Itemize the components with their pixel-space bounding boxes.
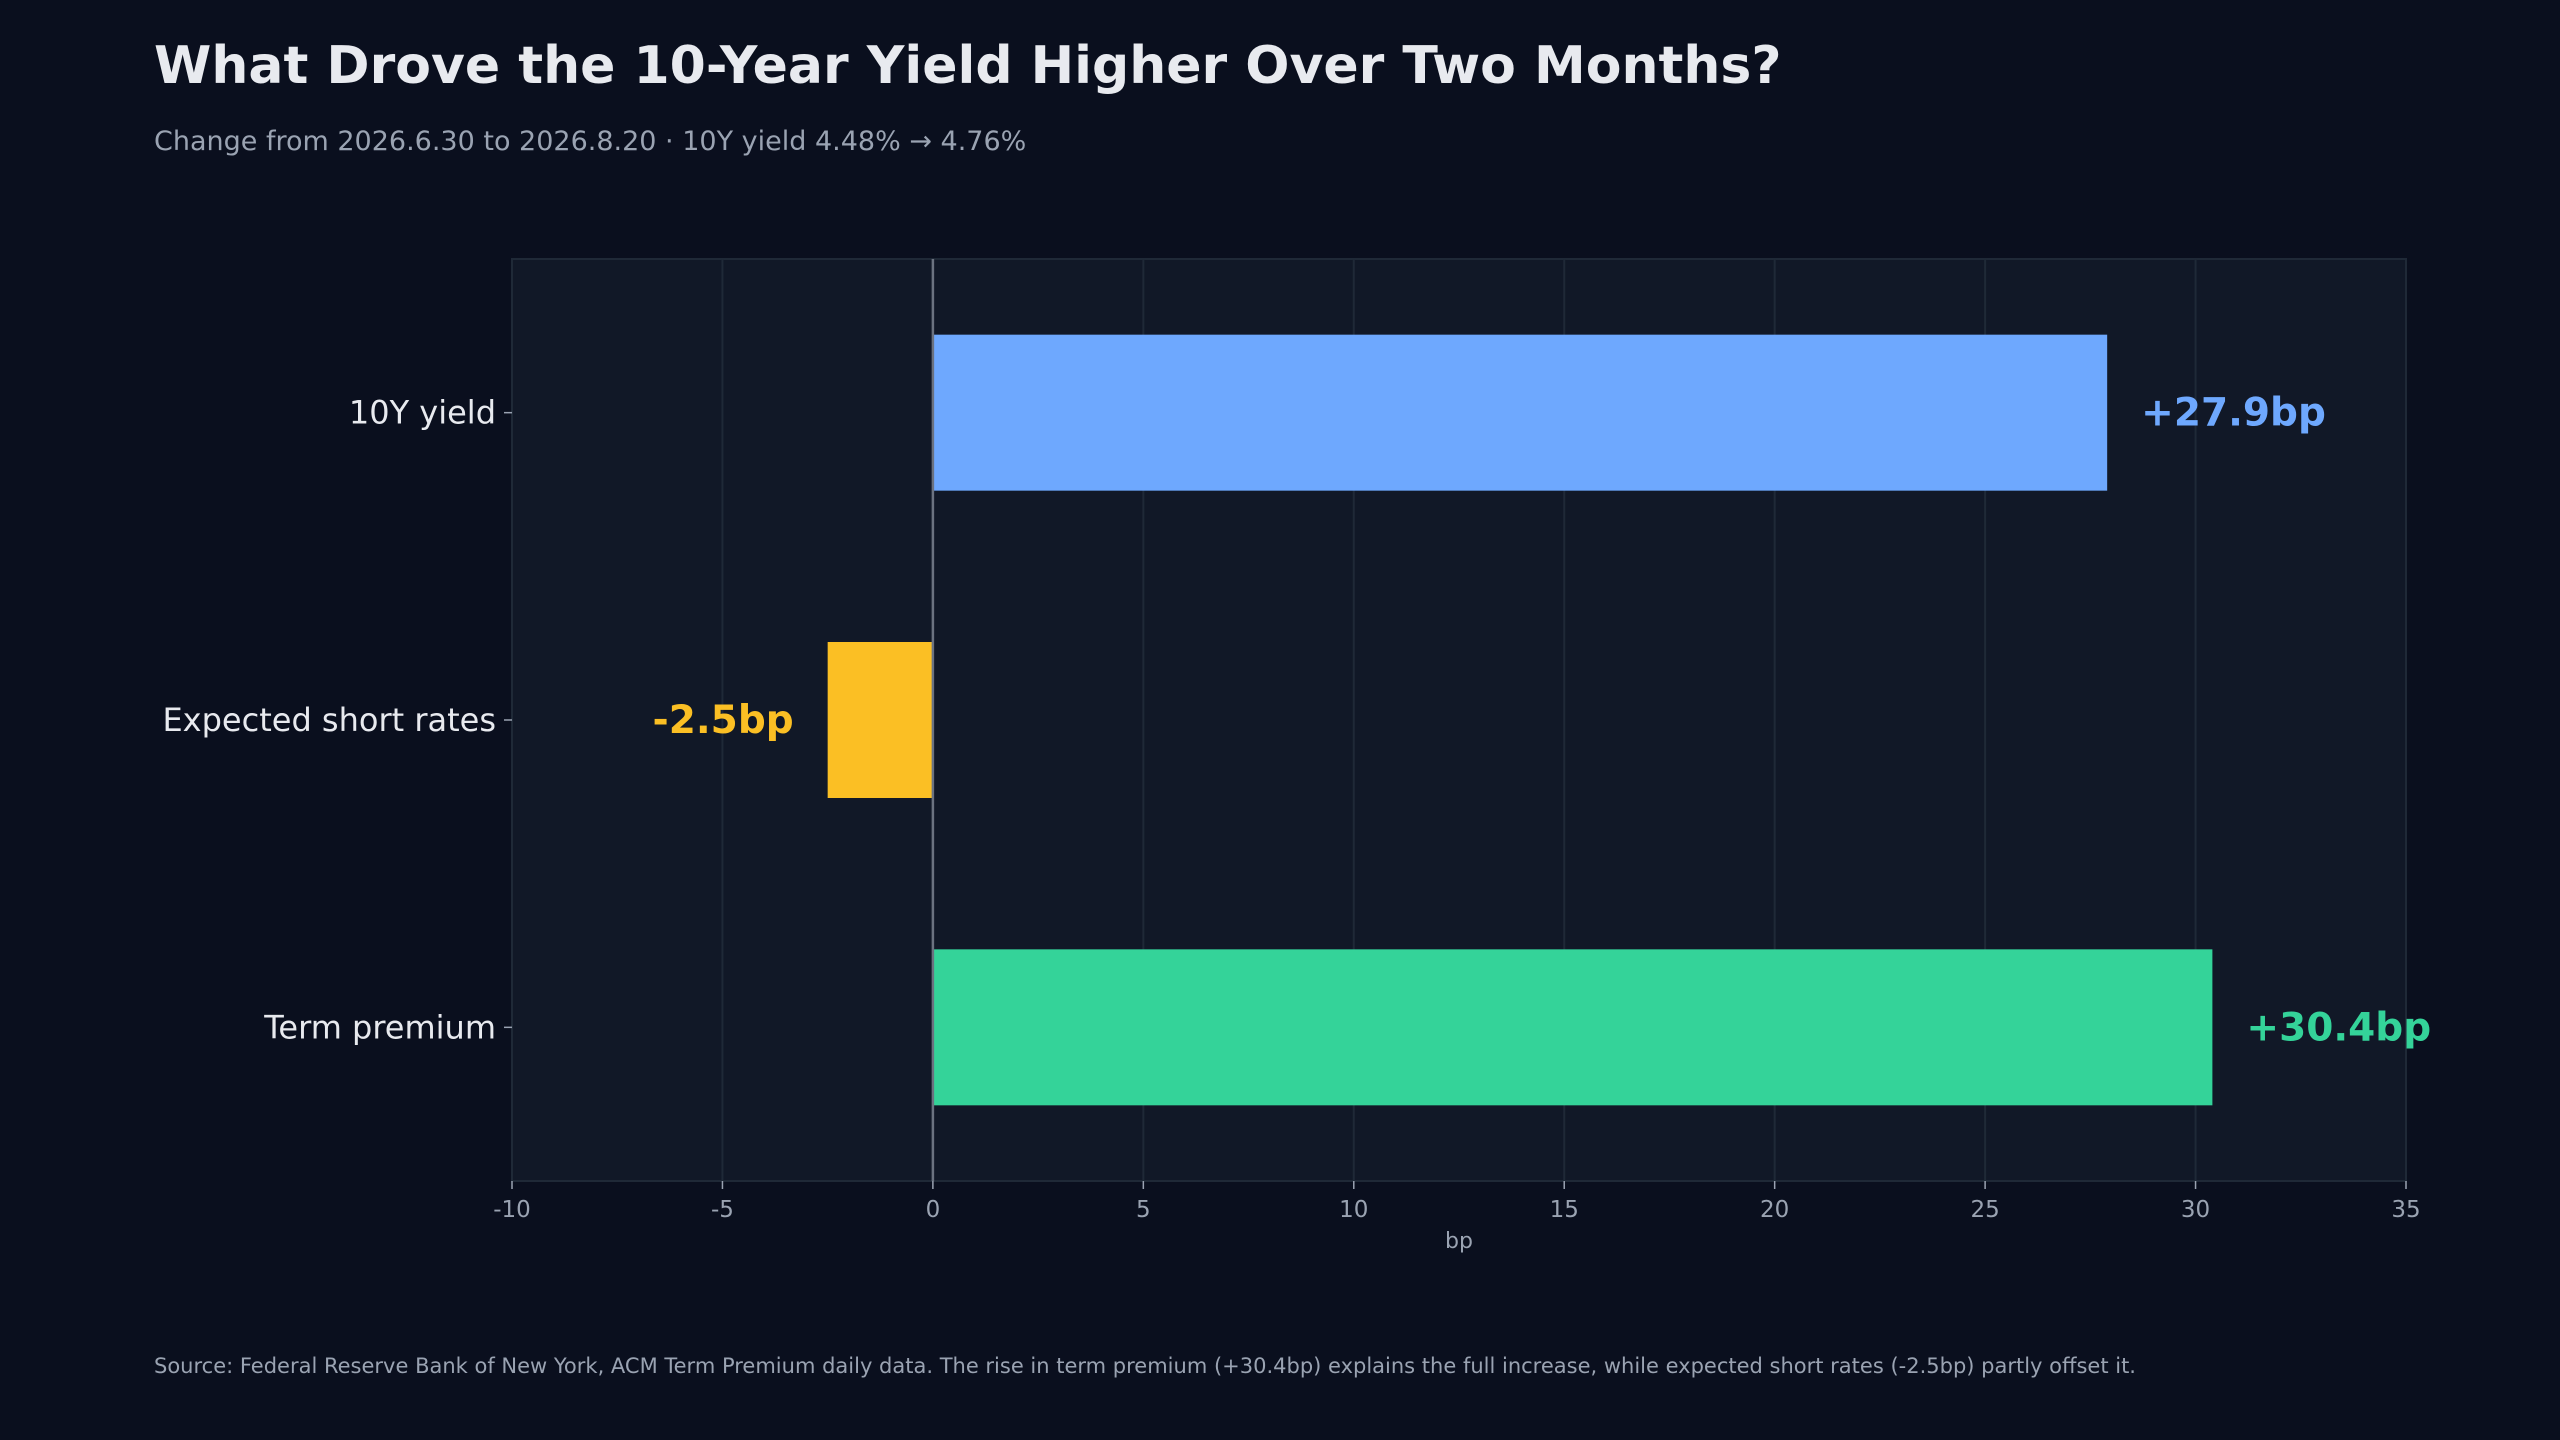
x-tick-label: 5 <box>1136 1197 1151 1223</box>
value-labels: +27.9bp -2.5bp +30.4bp <box>653 391 2432 1051</box>
x-tick-label: 30 <box>2181 1197 2210 1223</box>
bar <box>827 642 933 798</box>
x-tick-label: -10 <box>493 1197 531 1223</box>
value-label: +27.9bp <box>2141 391 2326 436</box>
category-label: Expected short rates <box>162 701 496 739</box>
bar <box>932 334 2108 491</box>
x-axis-ticks: -10 -5 0 5 10 15 20 25 30 35 <box>493 1181 2421 1223</box>
y-axis-categories: 10Y yield Expected short rates Term premiu… <box>162 394 512 1046</box>
value-label: +30.4bp <box>2246 1005 2431 1050</box>
bar <box>932 949 2213 1106</box>
chart-title: What Drove the 10-Year Yield Higher Over… <box>154 36 1782 96</box>
x-tick-label: 0 <box>926 1197 941 1223</box>
x-tick-label: -5 <box>711 1197 734 1223</box>
x-tick-label: 25 <box>1970 1197 1999 1223</box>
value-label: -2.5bp <box>653 698 794 743</box>
x-tick-label: 15 <box>1550 1197 1579 1223</box>
category-label: Term premium <box>263 1008 496 1046</box>
x-tick-label: 10 <box>1339 1197 1368 1223</box>
chart-subtitle: Change from 2026.6.30 to 2026.8.20 · 10Y… <box>154 126 1027 157</box>
x-tick-label: 35 <box>2391 1197 2420 1223</box>
source-note: Source: Federal Reserve Bank of New York… <box>154 1354 2136 1378</box>
x-axis-title: bp <box>1445 1229 1473 1254</box>
x-tick-label: 20 <box>1760 1197 1789 1223</box>
bars <box>827 334 2213 1106</box>
category-label: 10Y yield <box>349 394 496 432</box>
